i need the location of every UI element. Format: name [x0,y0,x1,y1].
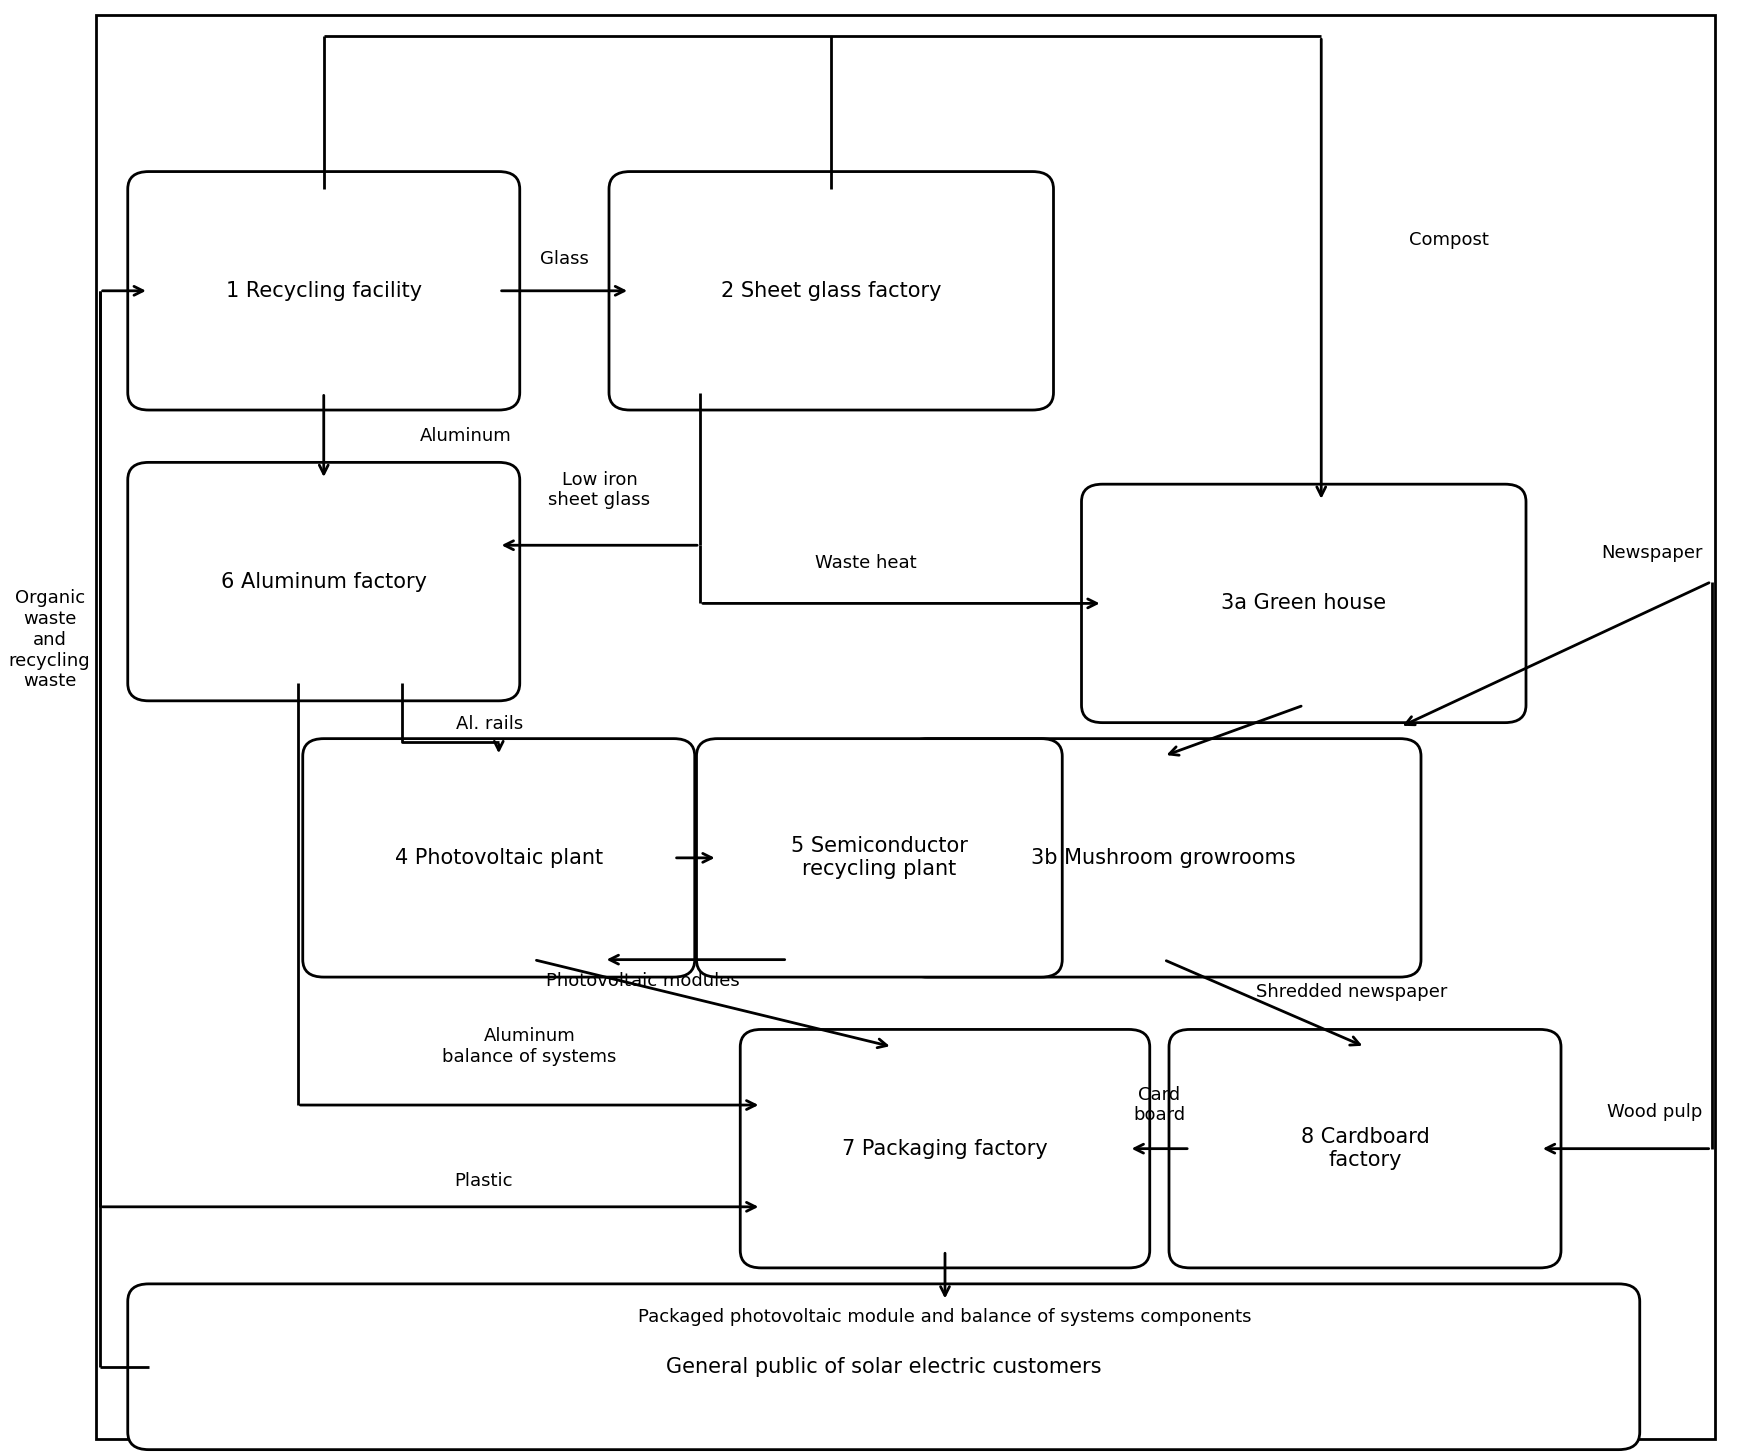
FancyBboxPatch shape [128,172,520,410]
Text: Packaged photovoltaic module and balance of systems components: Packaged photovoltaic module and balance… [639,1307,1251,1326]
Text: Plastic: Plastic [453,1172,513,1189]
FancyBboxPatch shape [740,1029,1150,1268]
Text: General public of solar electric customers: General public of solar electric custome… [667,1357,1101,1377]
FancyBboxPatch shape [906,739,1421,977]
FancyBboxPatch shape [128,1284,1640,1450]
FancyBboxPatch shape [303,739,695,977]
Text: Glass: Glass [541,250,588,268]
Text: 8 Cardboard
factory: 8 Cardboard factory [1300,1127,1430,1170]
FancyBboxPatch shape [1169,1029,1561,1268]
Text: 1 Recycling facility: 1 Recycling facility [226,281,422,301]
Text: 6 Aluminum factory: 6 Aluminum factory [220,571,427,592]
Text: Aluminum: Aluminum [420,427,511,445]
Text: Wood pulp: Wood pulp [1608,1104,1703,1121]
Text: Aluminum
balance of systems: Aluminum balance of systems [443,1028,616,1066]
Text: 5 Semiconductor
recycling plant: 5 Semiconductor recycling plant [791,836,968,880]
Text: Low iron
sheet glass: Low iron sheet glass [548,471,651,509]
FancyBboxPatch shape [696,739,1062,977]
Text: Organic
waste
and
recycling
waste: Organic waste and recycling waste [9,589,91,691]
Text: Card
board: Card board [1134,1086,1185,1124]
Text: Photovoltaic modules: Photovoltaic modules [546,973,740,990]
FancyBboxPatch shape [1082,484,1526,723]
Text: 2 Sheet glass factory: 2 Sheet glass factory [721,281,942,301]
FancyBboxPatch shape [128,462,520,701]
Text: 4 Photovoltaic plant: 4 Photovoltaic plant [396,848,602,868]
Text: 7 Packaging factory: 7 Packaging factory [842,1138,1048,1159]
Text: Waste heat: Waste heat [816,554,917,571]
Text: Shredded newspaper: Shredded newspaper [1256,983,1447,1000]
Text: 3a Green house: 3a Green house [1222,593,1386,614]
Text: 3b Mushroom growrooms: 3b Mushroom growrooms [1031,848,1297,868]
FancyBboxPatch shape [609,172,1054,410]
Text: Compost: Compost [1409,231,1489,249]
Text: Al. rails: Al. rails [457,715,523,733]
Text: Newspaper: Newspaper [1601,544,1703,561]
